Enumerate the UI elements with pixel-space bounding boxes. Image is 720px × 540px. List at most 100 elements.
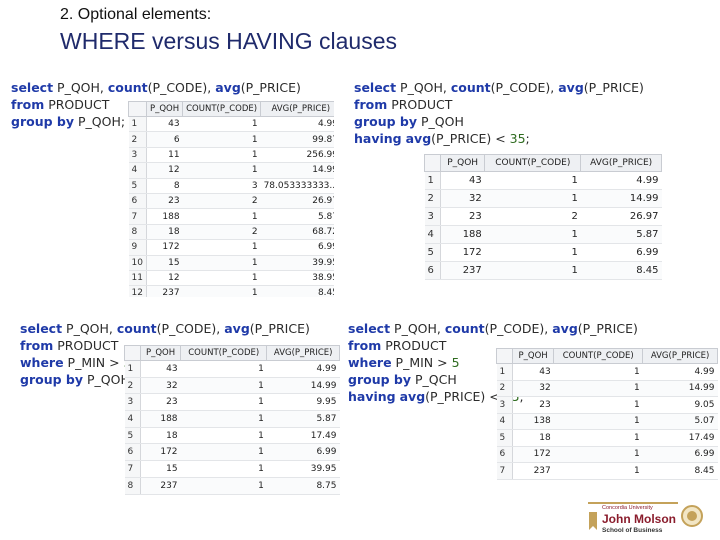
row-number-header xyxy=(128,101,147,117)
column-header[interactable]: COUNT(P_CODE) xyxy=(180,345,268,361)
column-header[interactable]: AVG(P_PRICE) xyxy=(266,345,340,361)
sql-line: group by P_QOH xyxy=(354,113,644,130)
sql-text: (P_PRICE) xyxy=(583,80,644,95)
table-cell: 3 xyxy=(182,178,261,194)
table-row[interactable]: 2 32 1 14.99 xyxy=(124,377,340,395)
column-header[interactable]: AVG(P_PRICE) xyxy=(642,348,718,364)
row-number: 8 xyxy=(124,477,141,495)
sql-text: PRODUCT xyxy=(381,338,447,353)
table-row[interactable]: 6 172 1 6.99 xyxy=(124,443,340,462)
table-cell: 14.99 xyxy=(266,377,340,395)
sql-text: (P_PRICE) xyxy=(249,321,310,336)
row-number: 5 xyxy=(424,243,441,262)
table-row[interactable]: 2 32 1 14.99 xyxy=(496,380,718,397)
sql-function: avg xyxy=(215,80,241,95)
table-cell: 32 xyxy=(440,189,485,208)
sql-function: avg xyxy=(224,321,250,336)
table-row[interactable]: 7 237 1 8.45 xyxy=(496,462,718,480)
table-row[interactable]: 8 237 1 8.75 xyxy=(124,477,340,495)
column-header[interactable]: P_QOH xyxy=(145,101,184,117)
logo-mark-icon xyxy=(589,512,597,530)
table-row[interactable]: 4 138 1 5.07 xyxy=(496,413,718,430)
row-number: 2 xyxy=(124,377,141,395)
table-cell: 1 xyxy=(553,446,643,463)
row-number: 10 xyxy=(128,255,147,271)
table-row[interactable]: 3 23 1 9.95 xyxy=(124,393,340,412)
table-row[interactable]: 6 172 1 6.99 xyxy=(496,446,718,463)
sql-text: PRODUCT xyxy=(53,338,119,353)
sql-function: count xyxy=(116,321,157,336)
table-row[interactable]: 2 32 1 14.99 xyxy=(424,189,662,208)
column-header[interactable]: AVG(P_PRICE) xyxy=(580,154,662,172)
table-cell: 26.97 xyxy=(260,193,334,210)
row-number: 3 xyxy=(496,396,513,414)
logo-university: Concordia University xyxy=(602,505,653,511)
table-row[interactable]: 3 23 2 26.97 xyxy=(424,207,662,226)
slide-title: WHERE versus HAVING clauses xyxy=(60,28,397,54)
table-row[interactable]: 5 18 1 17.49 xyxy=(496,429,718,447)
column-header[interactable]: P_QOH xyxy=(511,348,555,364)
sql-line: where P_MIN > 5 xyxy=(348,354,638,371)
sql-line: select P_QOH, count(P_CODE), avg(P_PRICE… xyxy=(20,320,310,337)
sql-keyword: select xyxy=(20,321,63,336)
table-row[interactable]: 5 18 1 17.49 xyxy=(124,427,340,445)
column-header[interactable]: AVG(P_PRICE) xyxy=(260,101,334,117)
sql-line: select P_QOH, count(P_CODE), avg(P_PRICE… xyxy=(11,79,301,96)
sql-function: count xyxy=(107,80,148,95)
table-cell: 6.99 xyxy=(260,239,334,256)
sql-keyword: having xyxy=(354,131,402,146)
table-cell: 1 xyxy=(180,477,267,495)
university-seal-icon xyxy=(681,505,703,527)
table-cell: 5.87 xyxy=(580,225,662,244)
table-cell: 32 xyxy=(512,380,554,397)
table-cell: 256.99 xyxy=(260,147,334,164)
table-row[interactable]: 3 23 1 9.05 xyxy=(496,396,718,414)
table-cell: 23 xyxy=(440,207,485,226)
result-table: P_QOH COUNT(P_CODE) AVG(P_PRICE) 1 43 1 4.99 2 3… xyxy=(496,348,718,480)
table-cell: 8.75 xyxy=(266,477,340,495)
table-cell: 1 xyxy=(180,410,267,428)
table-row[interactable]: 4 188 1 5.87 xyxy=(124,410,340,428)
table-cell: 1 xyxy=(182,270,261,287)
table-cell: 4.99 xyxy=(260,116,334,133)
row-number: 7 xyxy=(124,460,141,478)
table-cell: 8 xyxy=(146,178,183,194)
row-number: 6 xyxy=(128,193,147,210)
sql-text: P_QOH, xyxy=(53,80,108,95)
row-number-header xyxy=(496,348,513,364)
table-row[interactable]: 4 188 1 5.87 xyxy=(424,225,662,244)
table-row[interactable]: 5 172 1 6.99 xyxy=(424,243,662,262)
logo-school: School of Business xyxy=(602,527,663,534)
table-cell: 172 xyxy=(146,239,183,256)
row-number: 11 xyxy=(128,270,147,287)
query-2-code: select P_QOH, count(P_CODE), avg(P_PRICE… xyxy=(354,79,644,147)
table-row[interactable]: 6 237 1 8.45 xyxy=(424,261,662,280)
column-header[interactable]: COUNT(P_CODE) xyxy=(182,101,262,117)
table-cell: 99.87 xyxy=(260,131,334,148)
column-header[interactable]: COUNT(P_CODE) xyxy=(484,154,582,172)
table-cell: 15 xyxy=(146,255,183,271)
table-row[interactable]: 5 8 3 78.053333333... xyxy=(128,178,334,194)
column-header[interactable]: P_QOH xyxy=(139,345,182,361)
column-header[interactable]: P_QOH xyxy=(439,154,486,172)
table-cell: 5.87 xyxy=(266,410,340,428)
table-row[interactable]: 7 15 1 39.95 xyxy=(124,460,340,478)
table-cell: 4.99 xyxy=(266,360,340,378)
column-header[interactable]: COUNT(P_CODE) xyxy=(553,348,644,364)
table-cell: 6.99 xyxy=(266,443,340,462)
table-cell: 38.95 xyxy=(260,270,334,287)
